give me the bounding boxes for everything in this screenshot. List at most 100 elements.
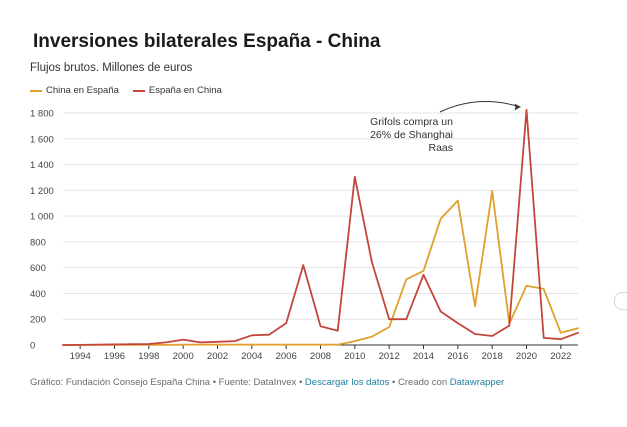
data-point-1[interactable]	[455, 321, 460, 326]
data-point-1[interactable]	[215, 339, 220, 344]
y-tick-label: 400	[30, 289, 46, 300]
data-point-0[interactable]	[455, 198, 460, 203]
chart-subtitle: Flujos brutos. Millones de euros	[30, 62, 193, 74]
data-point-1[interactable]	[61, 343, 66, 348]
y-tick-label: 800	[30, 237, 46, 248]
data-point-1[interactable]	[301, 263, 306, 268]
legend-label: China en España	[46, 85, 119, 96]
y-tick-label: 600	[30, 263, 46, 274]
annotation-line: 26% de Shanghai	[370, 129, 453, 141]
data-point-1[interactable]	[558, 337, 563, 342]
data-point-1[interactable]	[112, 342, 117, 347]
side-scroll-handle[interactable]	[614, 292, 627, 310]
data-point-0[interactable]	[490, 188, 495, 193]
data-point-1[interactable]	[198, 340, 203, 345]
x-tick-label: 1994	[70, 351, 91, 362]
data-point-1[interactable]	[438, 309, 443, 314]
series-lines	[61, 107, 581, 348]
data-point-0[interactable]	[524, 283, 529, 288]
data-point-1[interactable]	[249, 333, 254, 338]
x-tick-label: 2004	[241, 351, 262, 362]
x-axis-ticks: 1994 1996 1998 2000 2002 2004 2006 2008 2010 2012…	[70, 345, 571, 362]
data-point-0[interactable]	[249, 342, 254, 347]
data-point-1[interactable]	[370, 260, 375, 265]
data-point-0[interactable]	[404, 277, 409, 282]
data-point-1[interactable]	[146, 341, 151, 346]
x-tick-label: 2006	[276, 351, 297, 362]
data-point-0[interactable]	[558, 330, 563, 335]
data-point-1[interactable]	[404, 317, 409, 322]
series-line-1	[62, 108, 579, 346]
data-point-1[interactable]	[129, 342, 134, 347]
data-point-0[interactable]	[181, 342, 186, 347]
data-point-1[interactable]	[541, 335, 546, 340]
x-tick-label: 2020	[516, 351, 537, 362]
data-point-1[interactable]	[352, 174, 357, 179]
data-point-0[interactable]	[387, 324, 392, 329]
grid-lines	[63, 112, 578, 346]
x-tick-label: 2000	[173, 351, 194, 362]
data-point-0[interactable]	[576, 326, 581, 331]
x-tick-label: 1996	[104, 351, 125, 362]
x-tick-label: 2022	[550, 351, 571, 362]
legend-swatch-china-en-espana	[30, 89, 42, 92]
data-point-1[interactable]	[78, 342, 83, 347]
data-point-1[interactable]	[181, 337, 186, 342]
data-point-1[interactable]	[421, 272, 426, 277]
chart-title: Inversiones bilaterales España - China	[33, 31, 381, 52]
data-point-1[interactable]	[576, 330, 581, 335]
data-point-0[interactable]	[284, 342, 289, 347]
data-point-1[interactable]	[284, 321, 289, 326]
data-point-0[interactable]	[267, 342, 272, 347]
legend-item-espana-en-china: España en China	[132, 85, 222, 96]
x-tick-label: 2014	[413, 351, 434, 362]
chart-footer: Gráfico: Fundación Consejo España China …	[30, 377, 504, 388]
legend-swatch-espana-en-china	[132, 89, 145, 92]
data-point-0[interactable]	[335, 342, 340, 347]
data-point-1[interactable]	[387, 317, 392, 322]
y-tick-label: 1 200	[30, 186, 54, 197]
data-point-0[interactable]	[301, 342, 306, 347]
data-point-1[interactable]	[507, 323, 512, 328]
data-point-1[interactable]	[164, 340, 169, 345]
x-tick-label: 1998	[138, 351, 159, 362]
data-point-1[interactable]	[335, 328, 340, 333]
data-point-1[interactable]	[490, 333, 495, 338]
data-point-1[interactable]	[473, 332, 478, 337]
footer-source: Gráfico: Fundación Consejo España China …	[30, 377, 305, 388]
data-point-0[interactable]	[318, 342, 323, 347]
x-tick-label: 2002	[207, 351, 228, 362]
y-tick-label: 0	[30, 341, 35, 352]
y-tick-label: 1 400	[30, 160, 54, 171]
y-tick-label: 200	[30, 315, 46, 326]
x-tick-label: 2012	[379, 351, 400, 362]
data-point-0[interactable]	[541, 286, 546, 291]
footer-created: • Creado con	[389, 377, 450, 388]
legend-label: España en China	[148, 85, 222, 96]
data-point-0[interactable]	[352, 339, 357, 344]
annotation-arrow	[439, 101, 521, 113]
data-point-0[interactable]	[473, 304, 478, 309]
data-point-1[interactable]	[524, 107, 529, 112]
annotation-line: Raas	[428, 142, 453, 154]
y-tick-label: 1 000	[30, 212, 54, 223]
data-point-0[interactable]	[370, 334, 375, 339]
data-point-1[interactable]	[95, 342, 100, 347]
legend-item-china-en-espana: China en España	[30, 85, 119, 96]
annotation-line: Grifols compra un	[370, 116, 453, 128]
data-point-1[interactable]	[232, 339, 237, 344]
y-tick-label: 1 800	[30, 109, 54, 120]
y-tick-label: 1 600	[30, 134, 54, 145]
data-point-1[interactable]	[318, 324, 323, 329]
y-axis-ticks: 0 200 400 600 800 1 000 1 200 1 400 1 600 1 800	[30, 109, 54, 352]
datawrapper-link[interactable]: Datawrapper	[449, 377, 505, 388]
x-tick-label: 2018	[482, 351, 503, 362]
x-tick-label: 2016	[447, 351, 468, 362]
download-data-link[interactable]: Descargar los datos	[304, 377, 390, 388]
annotation-arrowhead	[514, 103, 521, 111]
data-point-0[interactable]	[438, 216, 443, 221]
chart-legend: China en España España en China	[30, 85, 236, 96]
data-point-1[interactable]	[267, 332, 272, 337]
